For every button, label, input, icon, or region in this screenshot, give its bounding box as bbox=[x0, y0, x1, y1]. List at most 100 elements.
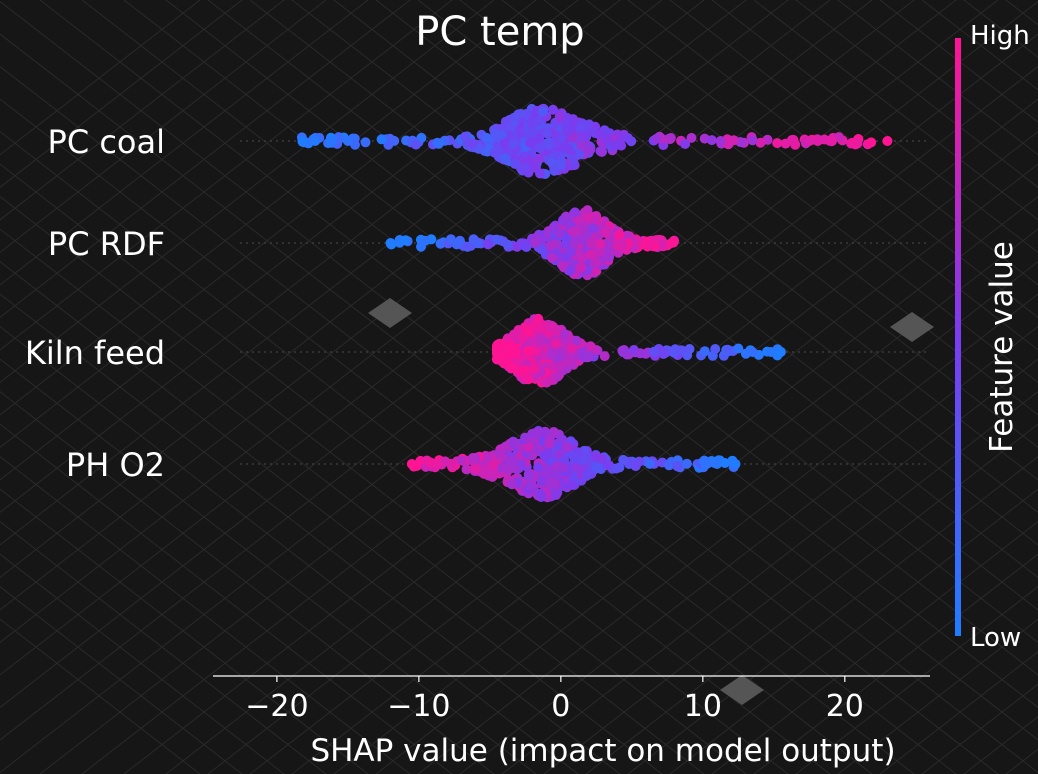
shap-point bbox=[488, 460, 499, 471]
shap-point bbox=[530, 237, 541, 248]
shap-point bbox=[669, 347, 679, 358]
shap-point bbox=[719, 458, 730, 468]
shap-point bbox=[595, 239, 606, 249]
shap-point bbox=[576, 140, 587, 151]
shap-point bbox=[603, 244, 614, 255]
shap-point bbox=[446, 458, 456, 469]
shap-point bbox=[570, 207, 580, 218]
shap-point bbox=[481, 132, 492, 143]
shap-point bbox=[542, 127, 553, 138]
feature-points-3 bbox=[406, 425, 741, 503]
feature-points-1 bbox=[385, 205, 680, 281]
shap-point bbox=[786, 135, 797, 145]
shap-point bbox=[467, 138, 478, 149]
shap-point-outlier bbox=[712, 459, 722, 469]
shap-point bbox=[618, 454, 629, 465]
shap-point bbox=[613, 241, 624, 252]
shap-point bbox=[460, 131, 471, 142]
shap-point bbox=[548, 222, 559, 233]
shap-point-outlier bbox=[766, 347, 776, 357]
shap-point bbox=[728, 135, 739, 146]
shap-point bbox=[571, 461, 582, 472]
shap-point bbox=[525, 138, 536, 148]
shap-point bbox=[567, 480, 578, 490]
shap-point-outlier bbox=[775, 347, 786, 357]
shap-point bbox=[504, 130, 515, 141]
shap-point bbox=[680, 139, 691, 149]
shap-point bbox=[561, 233, 572, 244]
shap-point bbox=[631, 459, 642, 470]
shap-point bbox=[610, 140, 621, 151]
shap-point bbox=[563, 144, 574, 154]
shap-point-outlier bbox=[827, 136, 837, 146]
shap-point bbox=[722, 344, 733, 355]
shap-point bbox=[573, 248, 584, 259]
shap-point bbox=[535, 168, 545, 179]
shap-point bbox=[599, 351, 610, 362]
shap-point bbox=[658, 238, 669, 249]
shap-point bbox=[545, 322, 555, 332]
x-tick-label: 0 bbox=[551, 689, 570, 724]
feature-label: PC coal bbox=[48, 123, 165, 161]
shap-point bbox=[570, 226, 581, 237]
shap-point bbox=[544, 139, 554, 150]
shap-point bbox=[538, 106, 548, 117]
shap-point bbox=[554, 360, 565, 371]
shap-point bbox=[644, 458, 655, 469]
shap-point bbox=[581, 470, 592, 481]
shap-point bbox=[535, 322, 546, 333]
shap-point bbox=[571, 453, 582, 464]
shap-point bbox=[499, 153, 510, 164]
feature-points-2 bbox=[492, 313, 786, 388]
shap-point bbox=[490, 128, 501, 139]
shap-point bbox=[506, 479, 517, 490]
shap-point bbox=[433, 138, 444, 149]
shap-point bbox=[526, 130, 537, 141]
shap-point bbox=[383, 139, 394, 150]
shap-point bbox=[435, 238, 446, 249]
shap-point bbox=[574, 149, 585, 160]
shap-point bbox=[478, 465, 489, 476]
shap-point bbox=[499, 137, 510, 148]
shap-point bbox=[533, 313, 544, 324]
shap-point bbox=[556, 159, 567, 170]
shap-point bbox=[502, 348, 513, 359]
shap-point bbox=[550, 338, 561, 349]
shap-point bbox=[515, 108, 526, 119]
shap-point bbox=[536, 476, 547, 487]
shap-point bbox=[539, 450, 550, 461]
shap-point-outlier bbox=[812, 136, 823, 146]
shap-point bbox=[522, 345, 533, 356]
shap-point bbox=[591, 462, 602, 473]
shap-point bbox=[470, 464, 481, 475]
shap-point bbox=[539, 342, 550, 353]
colorbar-high-label: High bbox=[970, 21, 1030, 51]
shap-point bbox=[509, 329, 519, 340]
shap-point-outlier bbox=[747, 347, 758, 357]
shap-point bbox=[508, 138, 519, 149]
shap-point bbox=[492, 353, 502, 364]
feature-label: Kiln feed bbox=[25, 334, 165, 372]
chart-title: PC temp bbox=[415, 9, 584, 55]
shap-point bbox=[400, 235, 411, 246]
shap-point bbox=[524, 481, 535, 492]
shap-point bbox=[733, 343, 744, 354]
shap-point bbox=[568, 133, 579, 143]
deco-diamond bbox=[890, 312, 934, 342]
shap-point bbox=[684, 344, 695, 354]
shap-point bbox=[622, 133, 633, 143]
shap-point bbox=[519, 240, 530, 251]
x-axis-label: SHAP value (impact on model output) bbox=[310, 733, 895, 769]
shap-point bbox=[504, 341, 515, 351]
shap-point-outlier bbox=[432, 459, 443, 469]
shap-point bbox=[560, 329, 570, 340]
x-tick-label: −10 bbox=[387, 689, 450, 724]
shap-point bbox=[565, 246, 576, 257]
shap-point-outlier bbox=[730, 459, 741, 469]
shap-point-outlier bbox=[297, 136, 308, 146]
shap-point bbox=[596, 146, 607, 157]
colorbar-title: Feature value bbox=[984, 241, 1020, 453]
shap-point-outlier bbox=[666, 238, 677, 248]
shap-point bbox=[600, 227, 611, 238]
